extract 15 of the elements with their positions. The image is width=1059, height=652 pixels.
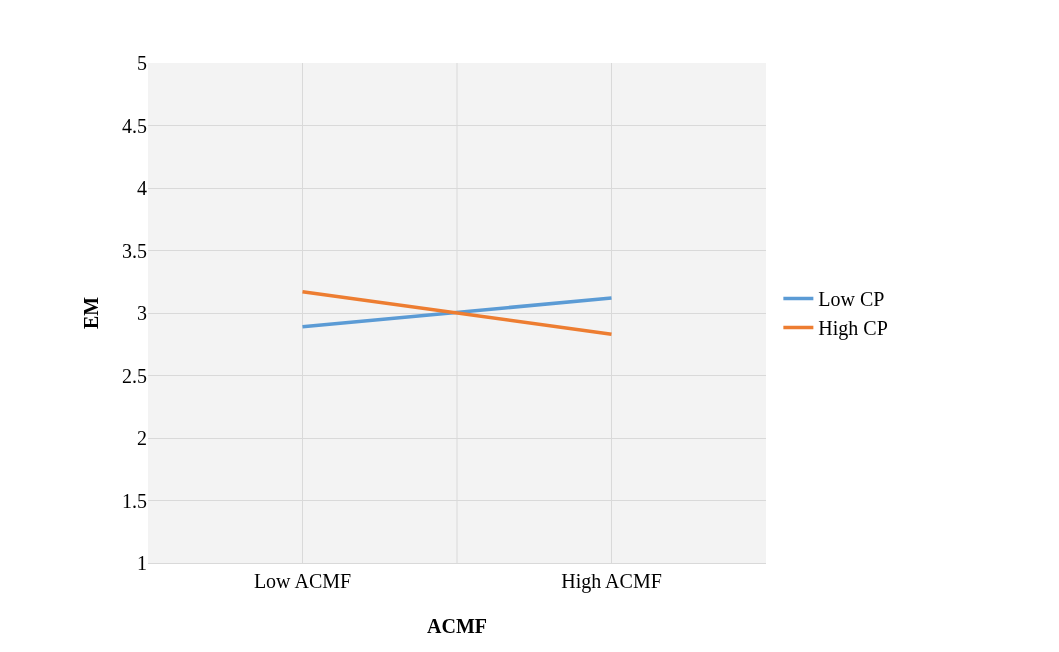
x-tick-label: High ACMF xyxy=(561,570,662,593)
y-tick-label: 1.5 xyxy=(122,489,147,512)
x-axis-title: ACMF xyxy=(427,615,487,637)
y-axis-title: EM xyxy=(80,296,102,330)
y-tick-label: 3 xyxy=(137,302,147,324)
y-tick-label: 2 xyxy=(137,427,147,449)
x-tick-label: Low ACMF xyxy=(253,570,352,592)
y-tick-label: 4 xyxy=(137,177,147,199)
y-tick-label: 3.5 xyxy=(122,239,147,262)
y-tick-label: 5 xyxy=(137,52,147,74)
y-tick-label: 4.5 xyxy=(122,114,147,137)
legend-label: High CP xyxy=(818,317,888,341)
y-tick-label: 2.5 xyxy=(122,364,147,387)
y-tick-label: 1 xyxy=(137,552,147,574)
legend-label: Low CP xyxy=(818,288,885,311)
